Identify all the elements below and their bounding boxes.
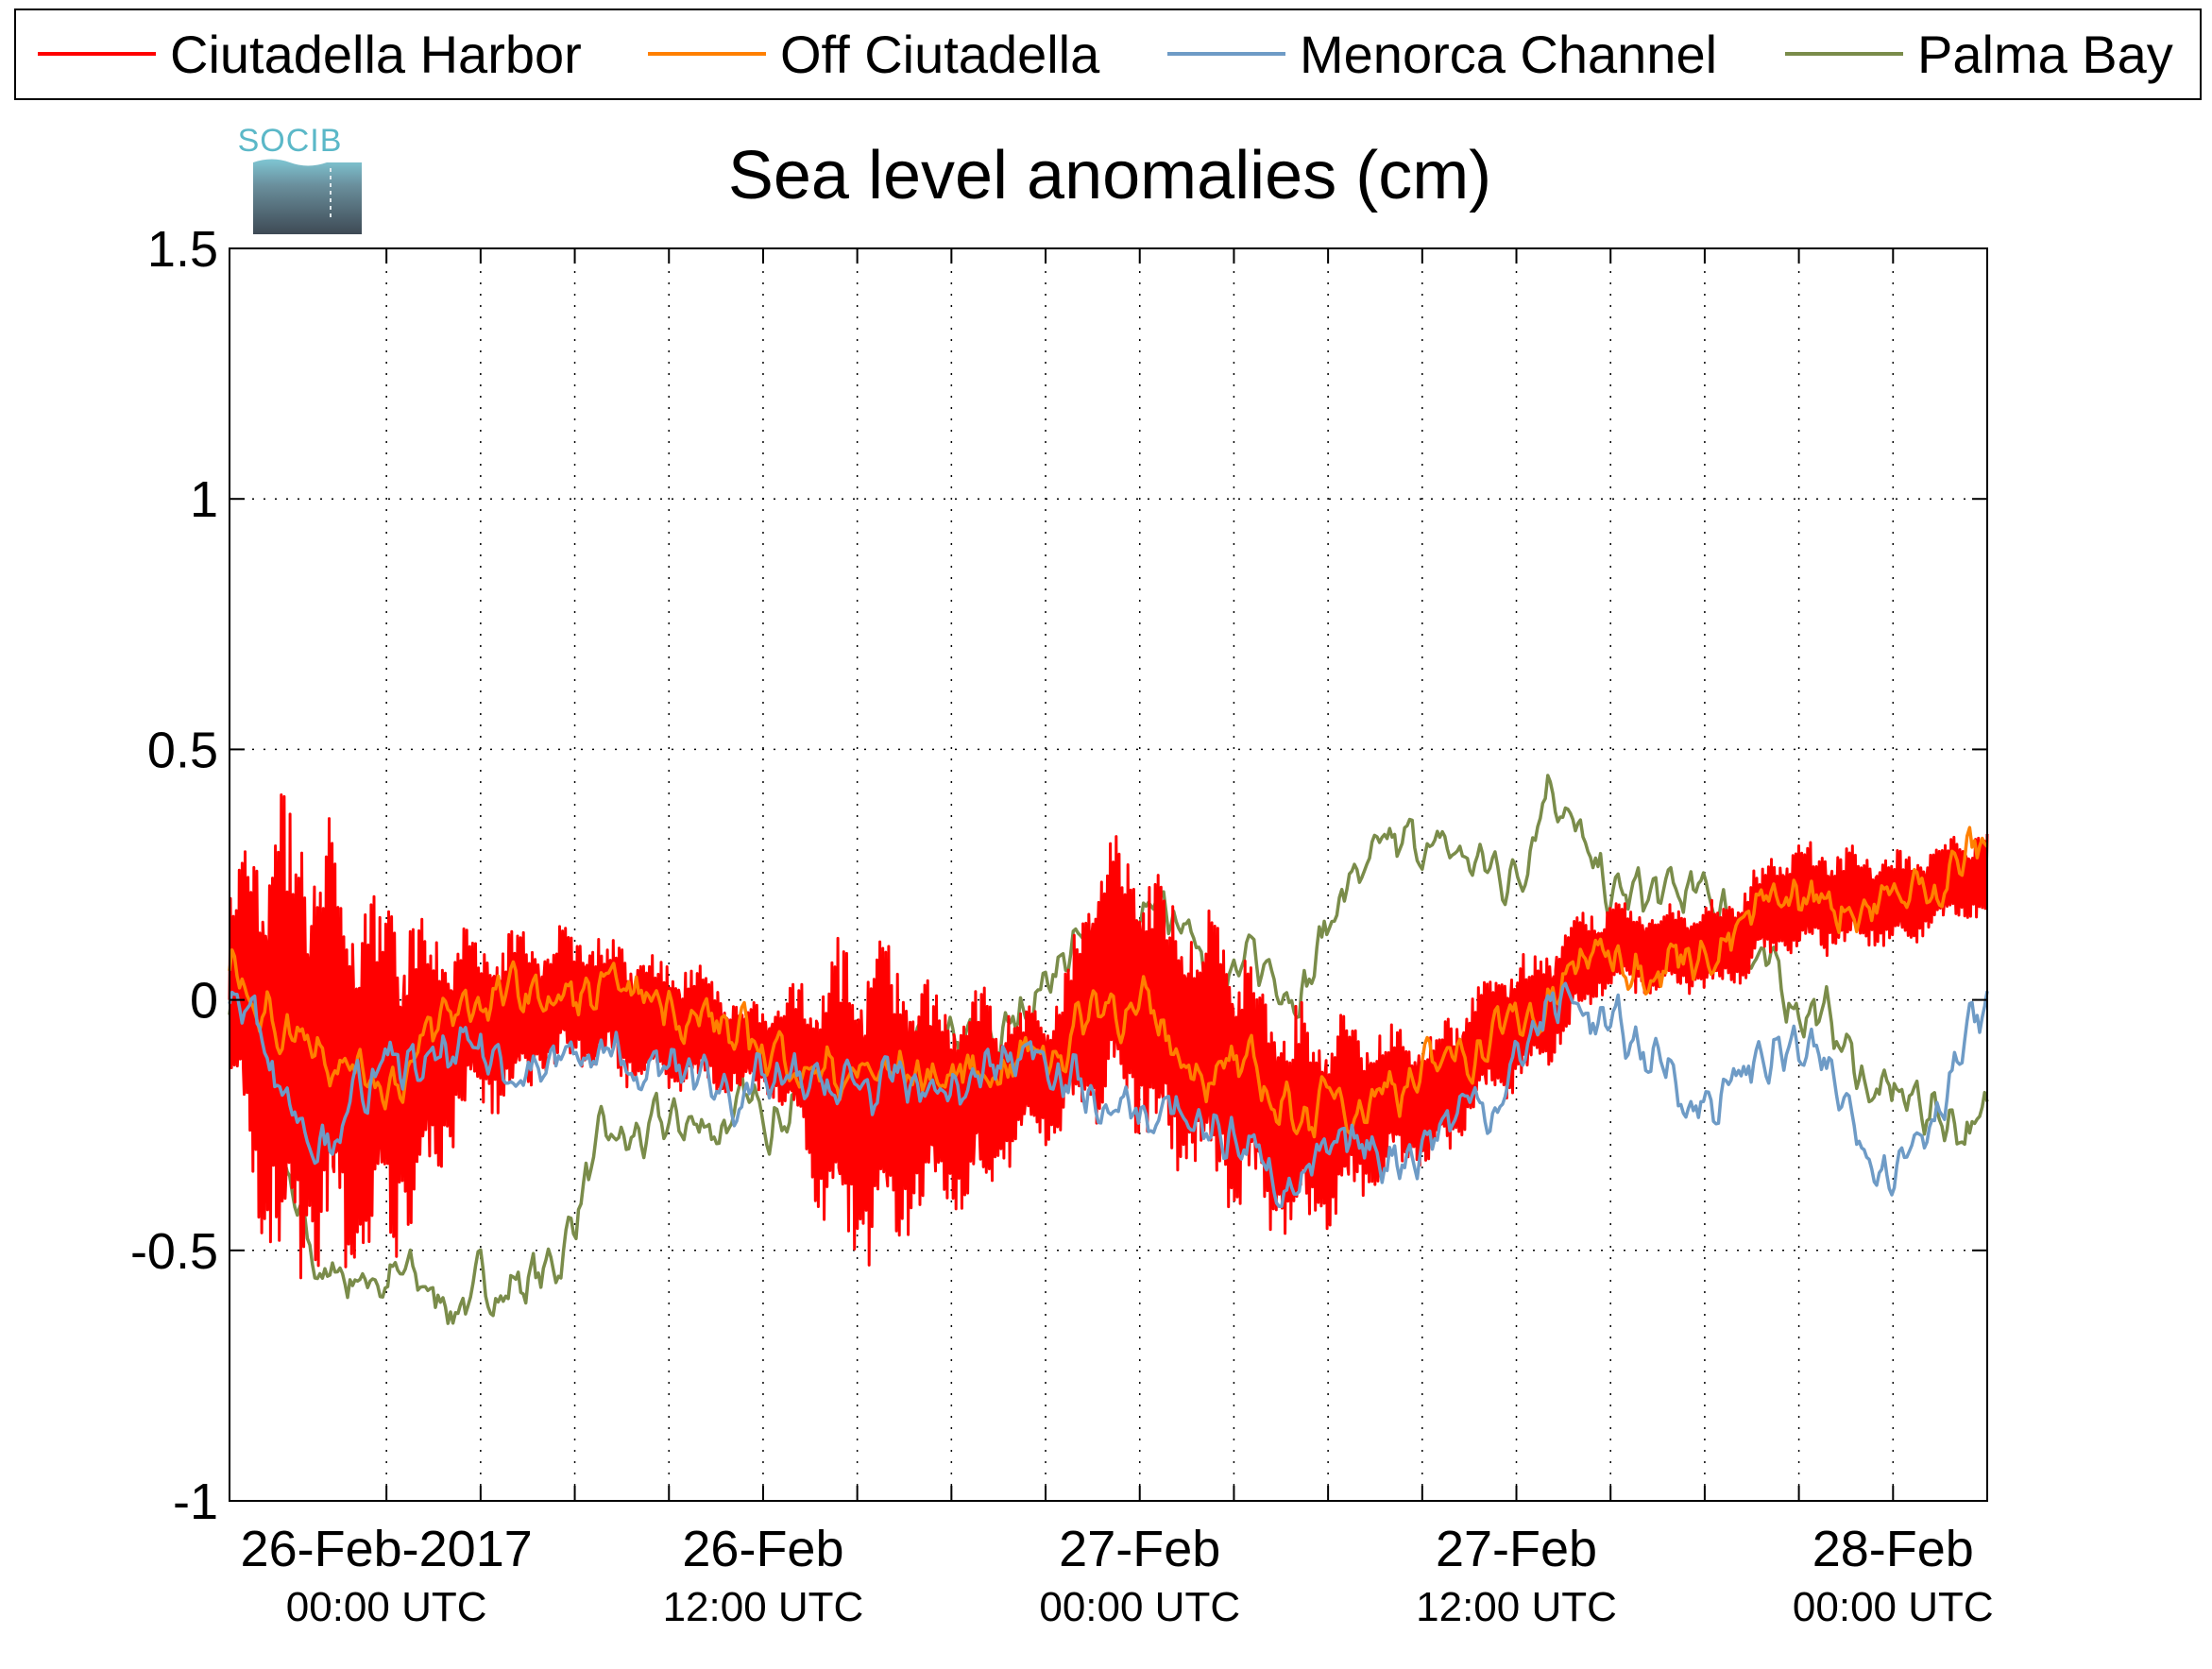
grid-lines [230,248,1987,1501]
x-tick-label: 27-Feb [1059,1521,1220,1577]
y-axis-tick-labels: -1 -0.5 0 0.5 1 1.5 [130,221,218,1530]
legend: Ciutadella Harbor Off Ciutadella Menorca C… [14,9,2202,100]
series-line-ciutadella-harbor [228,793,1989,1280]
series-line-off-ciutadella [228,826,1989,1139]
legend-label: Palma Bay [1917,25,2173,84]
x-tick-sublabel: 12:00 UTC [1416,1584,1617,1630]
plot-border [229,247,1988,1502]
legend-label: Off Ciutadella [780,25,1100,84]
logo-text: SOCIB [238,123,343,159]
x-tick-label: 26-Feb-2017 [241,1521,533,1577]
x-tick-sublabel: 00:00 UTC [286,1584,487,1630]
y-tick-label: -0.5 [130,1223,218,1280]
chart-title: Sea level anomalies (cm) [728,138,1491,213]
y-tick-label: 0 [190,973,218,1030]
y-tick-label: 1 [190,471,218,528]
legend-label: Ciutadella Harbor [170,25,582,84]
y-tick-label: 0.5 [147,722,218,778]
axis-ticks [230,247,1987,1502]
x-tick-label: 27-Feb [1436,1521,1597,1577]
series-line-menorca-channel [228,981,1989,1209]
x-tick-sublabel: 00:00 UTC [1793,1584,1994,1630]
x-axis-tick-labels: 26-Feb-2017 00:00 UTC 26-Feb 12:00 UTC 27-Fe… [241,1521,1994,1630]
logo-wave-icon [253,159,362,234]
legend-label: Menorca Channel [1300,25,1717,84]
y-tick-label: -1 [173,1473,218,1530]
y-tick-label: 1.5 [147,221,218,278]
x-tick-sublabel: 00:00 UTC [1039,1584,1240,1630]
socib-logo: SOCIB [238,123,362,234]
x-tick-label: 28-Feb [1812,1521,1974,1577]
x-tick-label: 26-Feb [682,1521,843,1577]
series-layer [228,774,1989,1325]
x-tick-sublabel: 12:00 UTC [663,1584,864,1630]
